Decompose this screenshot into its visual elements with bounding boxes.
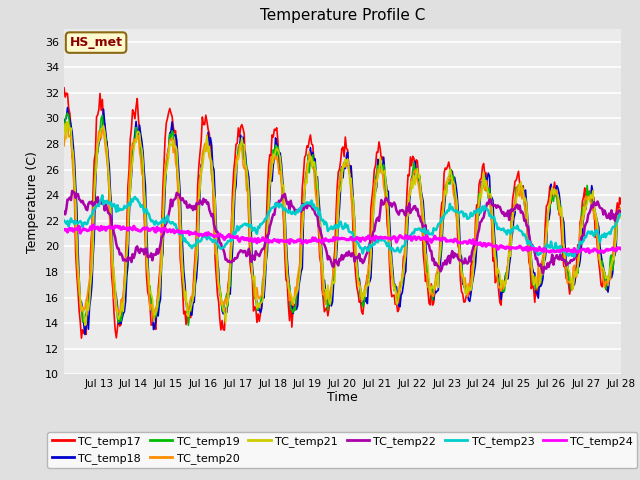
TC_temp22 xyxy=(399,208,407,214)
TC_temp24 xyxy=(89,222,97,228)
TC_temp20 xyxy=(472,229,479,235)
TC_temp18 xyxy=(568,284,576,289)
Line: TC_temp22: TC_temp22 xyxy=(64,191,621,274)
TC_temp21 xyxy=(60,130,68,135)
TC_temp22 xyxy=(568,258,576,264)
TC_temp18 xyxy=(81,332,89,337)
TC_temp23 xyxy=(567,251,575,257)
TC_temp24 xyxy=(567,249,575,254)
TC_temp17 xyxy=(373,149,381,155)
TC_temp19 xyxy=(374,163,381,168)
TC_temp24 xyxy=(586,250,593,256)
TC_temp19 xyxy=(184,323,192,328)
TC_temp21 xyxy=(81,323,89,328)
TC_temp20 xyxy=(236,142,243,148)
TC_temp19 xyxy=(63,110,71,116)
Line: TC_temp24: TC_temp24 xyxy=(64,225,621,253)
TC_temp20 xyxy=(374,166,381,172)
Line: TC_temp17: TC_temp17 xyxy=(64,88,621,338)
TC_temp20 xyxy=(568,288,576,293)
TC_temp19 xyxy=(472,244,479,250)
TC_temp22 xyxy=(296,205,304,211)
TC_temp22 xyxy=(539,271,547,276)
TC_temp18 xyxy=(298,269,305,275)
X-axis label: Time: Time xyxy=(327,391,358,404)
TC_temp20 xyxy=(63,119,71,125)
TC_temp18 xyxy=(401,272,408,277)
TC_temp17 xyxy=(234,125,242,131)
TC_temp24 xyxy=(373,234,381,240)
TC_temp23 xyxy=(570,253,578,259)
TC_temp24 xyxy=(234,237,242,243)
TC_temp24 xyxy=(617,246,625,252)
TC_temp21 xyxy=(568,276,576,281)
TC_temp22 xyxy=(234,251,242,256)
TC_temp21 xyxy=(63,120,71,126)
TC_temp20 xyxy=(617,205,625,211)
TC_temp18 xyxy=(63,105,71,110)
TC_temp21 xyxy=(298,259,305,265)
TC_temp21 xyxy=(617,207,625,213)
TC_temp21 xyxy=(374,175,381,180)
Line: TC_temp23: TC_temp23 xyxy=(64,195,621,256)
TC_temp22 xyxy=(617,209,625,215)
TC_temp19 xyxy=(298,247,305,252)
TC_temp23 xyxy=(399,243,407,249)
TC_temp24 xyxy=(60,227,68,232)
Line: TC_temp18: TC_temp18 xyxy=(64,108,621,335)
TC_temp22 xyxy=(373,216,381,222)
TC_temp19 xyxy=(568,286,576,291)
TC_temp17 xyxy=(470,259,478,265)
TC_temp18 xyxy=(236,144,243,150)
TC_temp20 xyxy=(401,249,408,255)
TC_temp23 xyxy=(234,228,242,233)
TC_temp20 xyxy=(298,232,305,238)
TC_temp21 xyxy=(472,247,479,253)
Title: Temperature Profile C: Temperature Profile C xyxy=(260,9,425,24)
TC_temp20 xyxy=(150,318,157,324)
TC_temp17 xyxy=(567,283,575,288)
TC_temp22 xyxy=(68,188,76,194)
TC_temp24 xyxy=(470,240,478,246)
TC_temp23 xyxy=(60,217,68,223)
TC_temp19 xyxy=(60,125,68,131)
TC_temp18 xyxy=(617,208,625,214)
TC_temp17 xyxy=(399,254,407,260)
Text: HS_met: HS_met xyxy=(70,36,123,49)
TC_temp23 xyxy=(470,208,478,214)
TC_temp17 xyxy=(77,336,85,341)
Legend: TC_temp17, TC_temp18, TC_temp19, TC_temp20, TC_temp21, TC_temp22, TC_temp23, TC_: TC_temp17, TC_temp18, TC_temp19, TC_temp… xyxy=(47,432,637,468)
TC_temp20 xyxy=(60,143,68,149)
Y-axis label: Temperature (C): Temperature (C) xyxy=(26,151,39,252)
TC_temp23 xyxy=(296,208,304,214)
TC_temp21 xyxy=(236,150,243,156)
TC_temp18 xyxy=(374,156,381,162)
TC_temp18 xyxy=(60,126,68,132)
Line: TC_temp21: TC_temp21 xyxy=(64,123,621,325)
TC_temp22 xyxy=(60,209,68,215)
TC_temp24 xyxy=(296,237,304,242)
TC_temp21 xyxy=(401,259,408,265)
TC_temp23 xyxy=(617,212,625,217)
TC_temp22 xyxy=(470,240,478,246)
TC_temp17 xyxy=(617,201,625,206)
TC_temp18 xyxy=(472,261,479,267)
TC_temp24 xyxy=(399,235,407,241)
TC_temp17 xyxy=(60,85,68,91)
Line: TC_temp20: TC_temp20 xyxy=(64,122,621,321)
TC_temp19 xyxy=(401,256,408,262)
TC_temp23 xyxy=(373,236,381,242)
TC_temp23 xyxy=(99,192,106,198)
TC_temp17 xyxy=(296,257,304,263)
TC_temp19 xyxy=(236,142,243,147)
Line: TC_temp19: TC_temp19 xyxy=(64,113,621,325)
TC_temp19 xyxy=(617,207,625,213)
